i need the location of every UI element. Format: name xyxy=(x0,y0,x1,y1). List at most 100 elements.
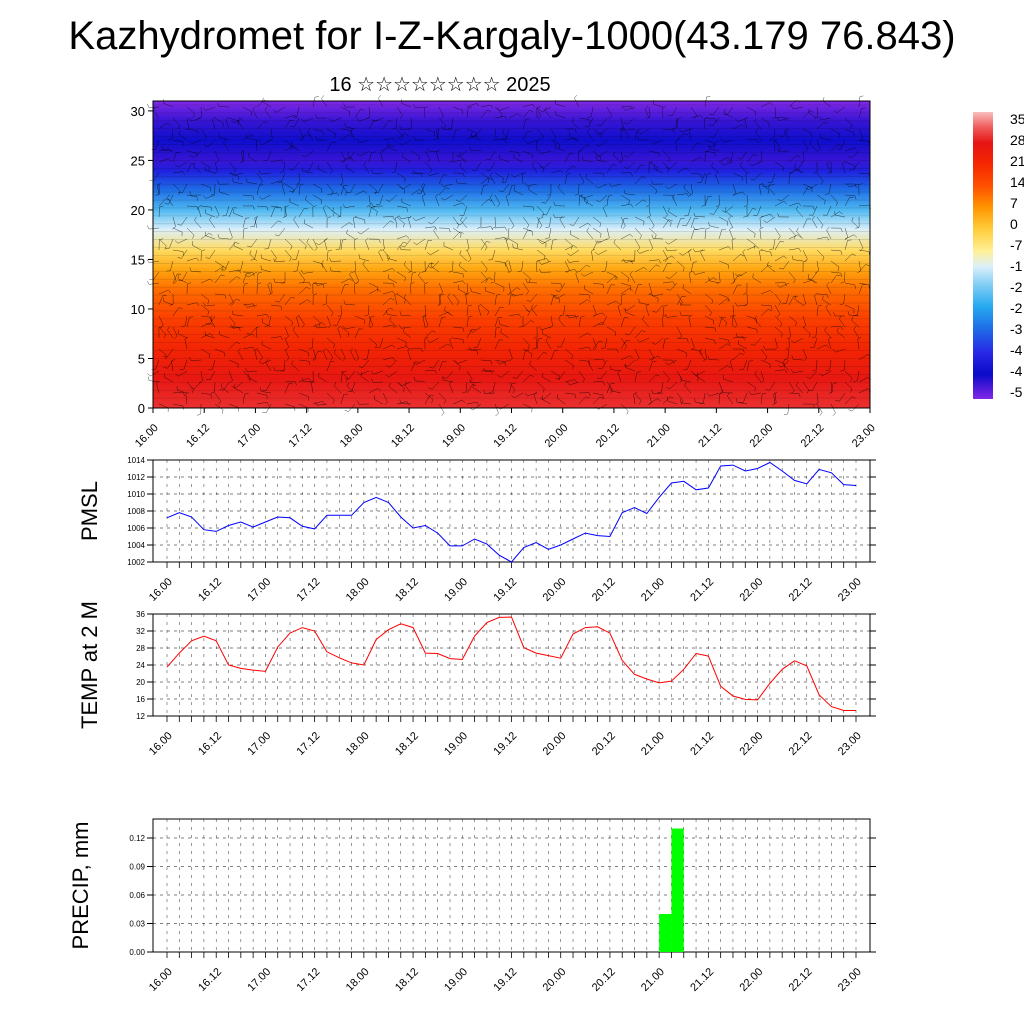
wind-barb xyxy=(634,330,642,339)
wind-barb-flag xyxy=(613,151,615,156)
wind-barb-flag xyxy=(723,113,728,116)
wind-barb-flag xyxy=(518,313,522,318)
wind-barb xyxy=(704,196,709,207)
wind-barb xyxy=(312,401,323,405)
wind-barb xyxy=(681,379,692,383)
wind-barb-flag xyxy=(684,381,687,386)
wind-barb-flag xyxy=(694,397,696,402)
wind-barb-flag xyxy=(168,158,172,162)
wind-barb-flag xyxy=(665,362,669,366)
wind-barb xyxy=(233,181,244,185)
wind-barb xyxy=(241,152,244,163)
wind-barb xyxy=(732,315,738,326)
wind-barb xyxy=(382,120,389,130)
wind-barb xyxy=(563,304,566,315)
wind-barb xyxy=(634,267,644,273)
wind-barb xyxy=(774,227,781,237)
colorbar-label: -2 xyxy=(1010,300,1023,316)
wind-barb xyxy=(235,381,244,389)
wind-barb-flag xyxy=(330,312,334,317)
y-tick-label: 0.03 xyxy=(129,920,145,929)
wind-barb-flag xyxy=(782,167,784,172)
wind-barb-flag xyxy=(264,106,268,111)
wind-barb xyxy=(460,216,468,225)
wind-barb-flag xyxy=(814,292,818,296)
wind-barb xyxy=(858,108,862,119)
wind-barb xyxy=(214,392,222,402)
wind-barb xyxy=(811,271,818,281)
wind-barb xyxy=(844,234,855,240)
wind-barb xyxy=(598,150,608,157)
wind-barb-flag xyxy=(538,150,542,154)
wind-barb-flag xyxy=(392,324,396,329)
wind-barb-flag xyxy=(349,134,353,137)
wind-barb-flag xyxy=(539,109,543,113)
wind-barb xyxy=(396,183,406,191)
wind-barb-flag xyxy=(462,399,466,404)
wind-barb xyxy=(494,106,503,115)
wind-barb xyxy=(296,317,300,328)
wind-barb-flag xyxy=(156,380,160,384)
wind-barb xyxy=(177,390,188,394)
y-tick-label: 12 xyxy=(136,712,145,721)
wind-barb xyxy=(424,315,429,326)
wind-barb-flag xyxy=(245,217,250,219)
wind-barb xyxy=(284,381,295,383)
wind-barb xyxy=(212,119,216,130)
wind-barb-flag xyxy=(246,178,248,183)
wind-barb xyxy=(233,245,244,251)
wind-barb-flag xyxy=(471,329,476,331)
wind-barb-flag xyxy=(448,270,453,273)
wind-barb-flag xyxy=(812,206,815,210)
wind-barb xyxy=(298,348,309,353)
wind-barb-flag xyxy=(285,347,289,351)
wind-barb xyxy=(340,348,346,359)
wind-barb xyxy=(305,199,314,207)
wind-barb-flag xyxy=(734,118,738,122)
wind-barb-flag xyxy=(370,370,374,375)
wind-barb-flag xyxy=(651,342,656,345)
wind-barb-flag xyxy=(434,226,438,231)
wind-barb xyxy=(578,396,587,405)
wind-barb-flag xyxy=(189,191,192,196)
wind-barb-flag xyxy=(859,95,864,98)
wind-barb xyxy=(550,240,554,251)
wind-barb-flag xyxy=(264,325,269,327)
wind-barb-flag xyxy=(318,351,323,353)
wind-barb-flag xyxy=(424,337,429,340)
wind-barb xyxy=(634,238,641,248)
wind-barb-flag xyxy=(262,389,267,391)
wind-barb-flag xyxy=(800,160,805,164)
wind-barb xyxy=(438,311,449,317)
wind-barb xyxy=(639,302,650,306)
wind-barb xyxy=(760,309,769,317)
wind-barb xyxy=(724,210,734,218)
wind-barb xyxy=(858,388,869,394)
wind-barb xyxy=(690,337,695,348)
wind-barb-flag xyxy=(422,193,426,197)
wind-barb xyxy=(186,106,195,114)
wind-barb xyxy=(368,282,379,288)
wind-barb xyxy=(352,218,356,229)
wind-barb-flag xyxy=(465,292,470,296)
wind-barb xyxy=(334,385,342,394)
wind-barb-flag xyxy=(807,278,812,281)
wind-barb-flag xyxy=(429,366,434,369)
wind-barb xyxy=(502,132,510,141)
wind-barb-flag xyxy=(378,239,381,244)
wind-barb xyxy=(676,133,685,141)
wind-barb xyxy=(194,220,202,229)
wind-barb xyxy=(340,394,345,405)
wind-barb-flag xyxy=(308,282,311,286)
wind-barb-flag xyxy=(196,196,198,201)
wind-barb-flag xyxy=(525,309,530,312)
wind-barb-flag xyxy=(456,301,460,306)
wind-barb-flag xyxy=(225,116,229,120)
wind-barb xyxy=(830,381,833,392)
wind-barb xyxy=(401,381,412,386)
wind-barb-flag xyxy=(462,280,466,285)
wind-barb xyxy=(396,337,407,343)
wind-barb-flag xyxy=(629,288,633,291)
wind-barb-flag xyxy=(378,94,382,99)
wind-barb-flag xyxy=(462,339,465,344)
